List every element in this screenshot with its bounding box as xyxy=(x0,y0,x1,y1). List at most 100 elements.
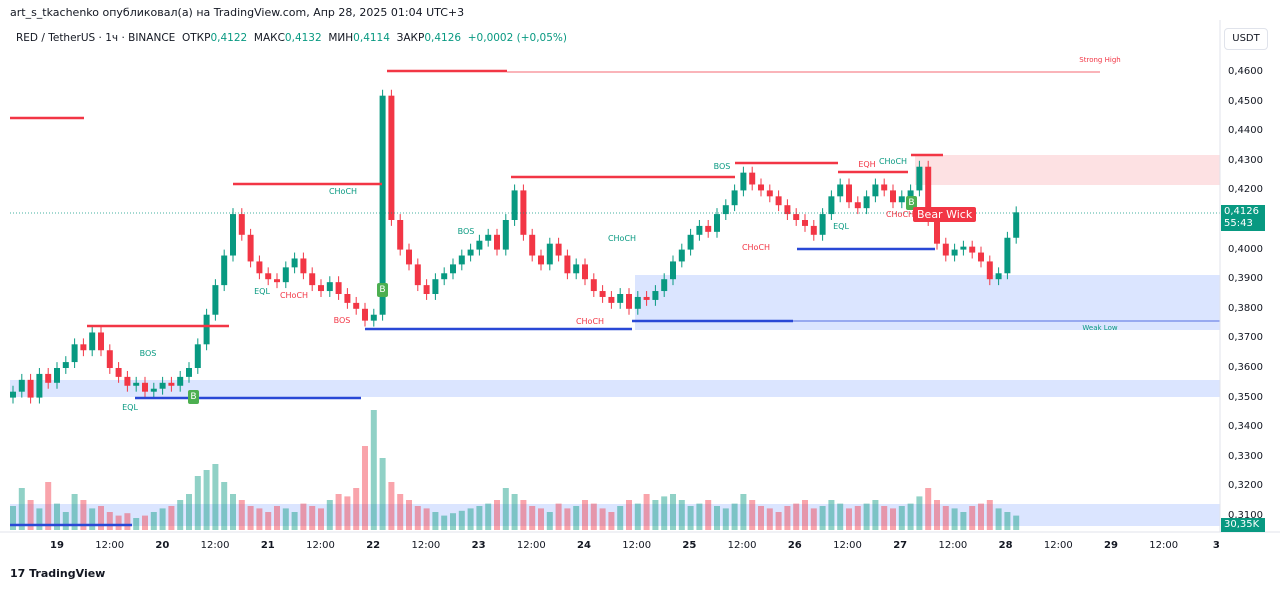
volume-bar xyxy=(256,508,263,530)
candle xyxy=(247,234,254,262)
volume-bar xyxy=(467,508,474,530)
tradingview-logo[interactable]: 𝟭𝟳 TradingView xyxy=(10,567,105,580)
volume-bar xyxy=(45,482,52,530)
candle xyxy=(538,255,544,265)
volume-bar xyxy=(485,503,492,530)
symbol-name[interactable]: RED / TetherUS · 1ч · BINANCE xyxy=(16,32,176,44)
candle xyxy=(758,184,764,191)
candle xyxy=(194,344,201,368)
candle xyxy=(353,302,360,309)
candle xyxy=(326,282,333,292)
volume-bar xyxy=(705,500,712,530)
price-tick: 0,4300 xyxy=(1228,154,1263,166)
time-tick: 12:00 xyxy=(622,540,652,551)
volume-tag: 30,35K xyxy=(1221,518,1265,532)
volume-bar xyxy=(749,500,756,530)
time-tick: 12:00 xyxy=(727,540,757,551)
buy-marker[interactable]: B xyxy=(906,196,917,210)
volume-bar xyxy=(115,515,122,530)
candle xyxy=(599,291,606,297)
candle xyxy=(388,95,395,220)
candle xyxy=(916,166,923,191)
volume-bar xyxy=(54,503,60,530)
volume-bar xyxy=(872,500,879,530)
candle xyxy=(230,214,236,256)
candle xyxy=(810,225,817,235)
candle xyxy=(898,196,905,203)
candle xyxy=(960,246,967,250)
candle xyxy=(80,344,87,351)
volume-bar xyxy=(643,494,650,530)
volume-bar xyxy=(986,500,993,530)
candle xyxy=(863,196,870,209)
volume-bar xyxy=(784,506,791,530)
volume-bar xyxy=(36,508,43,530)
candle xyxy=(511,190,518,220)
currency-button[interactable]: USDT xyxy=(1224,28,1268,50)
volume-bar xyxy=(212,464,219,530)
price-tick: 0,3900 xyxy=(1228,273,1263,285)
zones xyxy=(10,155,1220,526)
change-value: +0,0002 (+0,05%) xyxy=(467,32,567,44)
volume-bar xyxy=(344,496,351,530)
candle xyxy=(696,225,703,235)
volume-bar xyxy=(432,512,439,530)
buy-marker[interactable]: B xyxy=(188,390,199,404)
candle xyxy=(942,243,949,256)
volume-bar xyxy=(27,500,34,530)
volume-bar xyxy=(177,500,184,530)
volume-bar xyxy=(406,500,412,530)
candle xyxy=(124,376,131,386)
candle xyxy=(406,249,412,265)
candle xyxy=(89,332,96,351)
demand-zone xyxy=(10,380,1220,397)
volume-bar xyxy=(397,494,404,530)
volume-bar xyxy=(133,518,140,530)
price-tick: 0,3600 xyxy=(1228,362,1263,373)
open-label: ОТКР xyxy=(181,32,211,44)
candle xyxy=(687,234,694,250)
volume-bar xyxy=(590,503,597,530)
buy-marker[interactable]: B xyxy=(377,283,388,297)
candle xyxy=(177,376,184,386)
candle xyxy=(221,255,228,286)
volume-bar xyxy=(942,506,949,530)
open-value: 0,4122 xyxy=(210,32,248,44)
high-value: 0,4132 xyxy=(284,32,322,44)
volume-bar xyxy=(62,512,69,530)
candle xyxy=(168,382,175,386)
candle xyxy=(441,273,448,280)
volume-bar xyxy=(476,506,483,530)
candle xyxy=(98,332,104,351)
volume-bar xyxy=(670,494,676,530)
volume-bar xyxy=(265,512,272,530)
candle xyxy=(934,220,940,244)
candle xyxy=(133,382,140,386)
candle xyxy=(907,190,914,197)
volume-bar xyxy=(529,506,536,530)
volume-bar xyxy=(370,410,377,530)
candle xyxy=(1004,237,1011,274)
low-label: МИН xyxy=(328,32,354,44)
volume-bar xyxy=(18,488,25,530)
time-tick: 21 xyxy=(260,540,275,551)
candle xyxy=(370,314,377,321)
volume-bar xyxy=(106,512,113,530)
eqh-label: EQH xyxy=(858,160,876,169)
close-label: ЗАКР xyxy=(396,32,425,44)
candle xyxy=(582,264,588,280)
candle xyxy=(494,234,500,250)
bar-countdown: 55:43 xyxy=(1224,218,1253,229)
volume-bar xyxy=(89,508,96,530)
price-tick: 0,4400 xyxy=(1228,125,1263,137)
candle xyxy=(529,234,536,256)
volume-bar xyxy=(907,503,914,530)
volume-bar xyxy=(890,508,896,530)
candle xyxy=(476,240,483,250)
time-tick: 22 xyxy=(366,540,381,551)
time-tick: 12:00 xyxy=(1043,540,1073,551)
volume-bar xyxy=(309,506,316,530)
volume-bar xyxy=(722,508,729,530)
candle xyxy=(925,166,932,220)
